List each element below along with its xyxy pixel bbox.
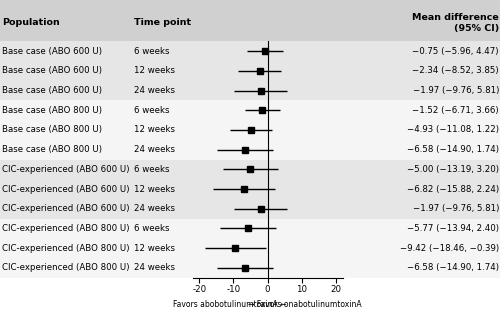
Text: CIC-experienced (ABO 600 U): CIC-experienced (ABO 600 U): [2, 165, 130, 174]
Text: CIC-experienced (ABO 600 U): CIC-experienced (ABO 600 U): [2, 204, 130, 213]
Text: 24 weeks: 24 weeks: [134, 86, 175, 95]
Text: CIC-experienced (ABO 600 U): CIC-experienced (ABO 600 U): [2, 184, 130, 194]
Text: 12 weeks: 12 weeks: [134, 66, 175, 76]
Text: −9.42 (−18.46, −0.39): −9.42 (−18.46, −0.39): [400, 243, 499, 253]
Text: Mean difference
(95% CI): Mean difference (95% CI): [412, 13, 499, 33]
Text: Time point: Time point: [134, 18, 191, 27]
Text: 6 weeks: 6 weeks: [134, 224, 170, 233]
Text: −0.75 (−5.96, 4.47): −0.75 (−5.96, 4.47): [412, 47, 499, 56]
Text: Base case (ABO 600 U): Base case (ABO 600 U): [2, 86, 102, 95]
Text: −1.97 (−9.76, 5.81): −1.97 (−9.76, 5.81): [412, 204, 499, 213]
Text: Favors abobotulinumtoxinA ←: Favors abobotulinumtoxinA ←: [173, 300, 287, 309]
Text: −5.00 (−13.19, 3.20): −5.00 (−13.19, 3.20): [407, 165, 499, 174]
Text: −1.52 (−6.71, 3.66): −1.52 (−6.71, 3.66): [412, 106, 499, 115]
Text: → Favors onabotulinumtoxinA: → Favors onabotulinumtoxinA: [248, 300, 362, 309]
Text: 6 weeks: 6 weeks: [134, 106, 170, 115]
Text: 6 weeks: 6 weeks: [134, 165, 170, 174]
Text: 24 weeks: 24 weeks: [134, 145, 175, 154]
Text: 6 weeks: 6 weeks: [134, 47, 170, 56]
Text: −6.82 (−15.88, 2.24): −6.82 (−15.88, 2.24): [407, 184, 499, 194]
Text: 12 weeks: 12 weeks: [134, 125, 175, 135]
Text: −6.58 (−14.90, 1.74): −6.58 (−14.90, 1.74): [407, 145, 499, 154]
Text: CIC-experienced (ABO 800 U): CIC-experienced (ABO 800 U): [2, 263, 130, 272]
Text: −4.93 (−11.08, 1.22): −4.93 (−11.08, 1.22): [407, 125, 499, 135]
Text: Base case (ABO 600 U): Base case (ABO 600 U): [2, 47, 102, 56]
Text: 12 weeks: 12 weeks: [134, 184, 175, 194]
Text: Base case (ABO 600 U): Base case (ABO 600 U): [2, 66, 102, 76]
Text: −6.58 (−14.90, 1.74): −6.58 (−14.90, 1.74): [407, 263, 499, 272]
Text: 12 weeks: 12 weeks: [134, 243, 175, 253]
Text: −1.97 (−9.76, 5.81): −1.97 (−9.76, 5.81): [412, 86, 499, 95]
Text: −5.77 (−13.94, 2.40): −5.77 (−13.94, 2.40): [407, 224, 499, 233]
Text: Population: Population: [2, 18, 60, 27]
Text: CIC-experienced (ABO 800 U): CIC-experienced (ABO 800 U): [2, 243, 130, 253]
Text: −2.34 (−8.52, 3.85): −2.34 (−8.52, 3.85): [412, 66, 499, 76]
Text: Base case (ABO 800 U): Base case (ABO 800 U): [2, 125, 102, 135]
Text: CIC-experienced (ABO 800 U): CIC-experienced (ABO 800 U): [2, 224, 130, 233]
Text: Base case (ABO 800 U): Base case (ABO 800 U): [2, 145, 102, 154]
Text: 24 weeks: 24 weeks: [134, 263, 175, 272]
Text: Base case (ABO 800 U): Base case (ABO 800 U): [2, 106, 102, 115]
Text: 24 weeks: 24 weeks: [134, 204, 175, 213]
